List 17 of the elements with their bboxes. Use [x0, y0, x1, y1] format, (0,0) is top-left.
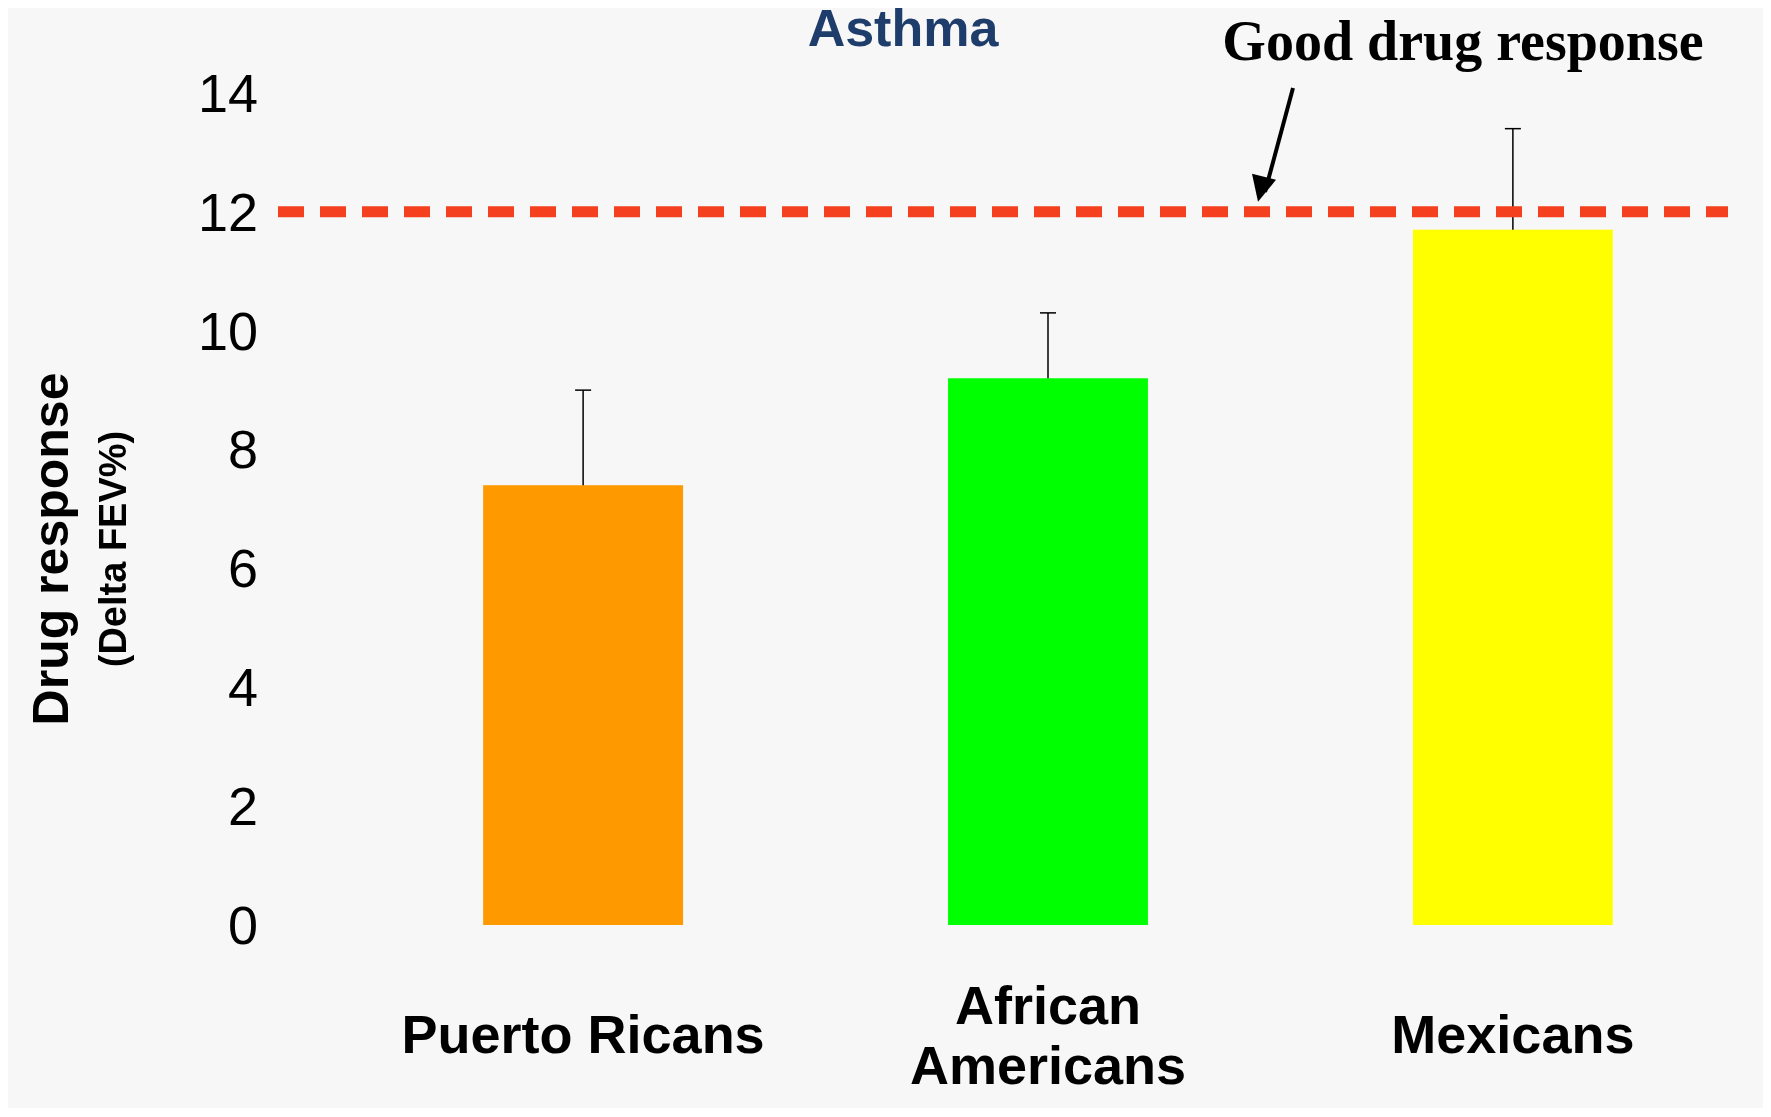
chart-title: Asthma [807, 0, 1000, 57]
bar [948, 378, 1148, 925]
y-tick-label: 4 [227, 657, 258, 718]
bar [1412, 229, 1613, 925]
x-tick-label: Puerto Ricans [401, 1004, 765, 1064]
y-tick-label: 10 [197, 300, 258, 361]
bar [483, 485, 684, 925]
y-tick-label: 14 [197, 62, 258, 123]
x-tick-label: Mexicans [1391, 1004, 1635, 1064]
ref-line-label: Good drug response [1222, 10, 1704, 72]
x-tick-label: African Americans [909, 975, 1187, 1095]
y-tick-label: 2 [227, 776, 258, 837]
y-tick-label: 0 [227, 894, 258, 955]
y-axis-title: Drug response (Delta FEV%) [23, 372, 134, 726]
y-tick-label: 8 [227, 419, 258, 480]
y-tick-label: 6 [227, 538, 258, 599]
y-tick-label: 12 [197, 181, 258, 242]
